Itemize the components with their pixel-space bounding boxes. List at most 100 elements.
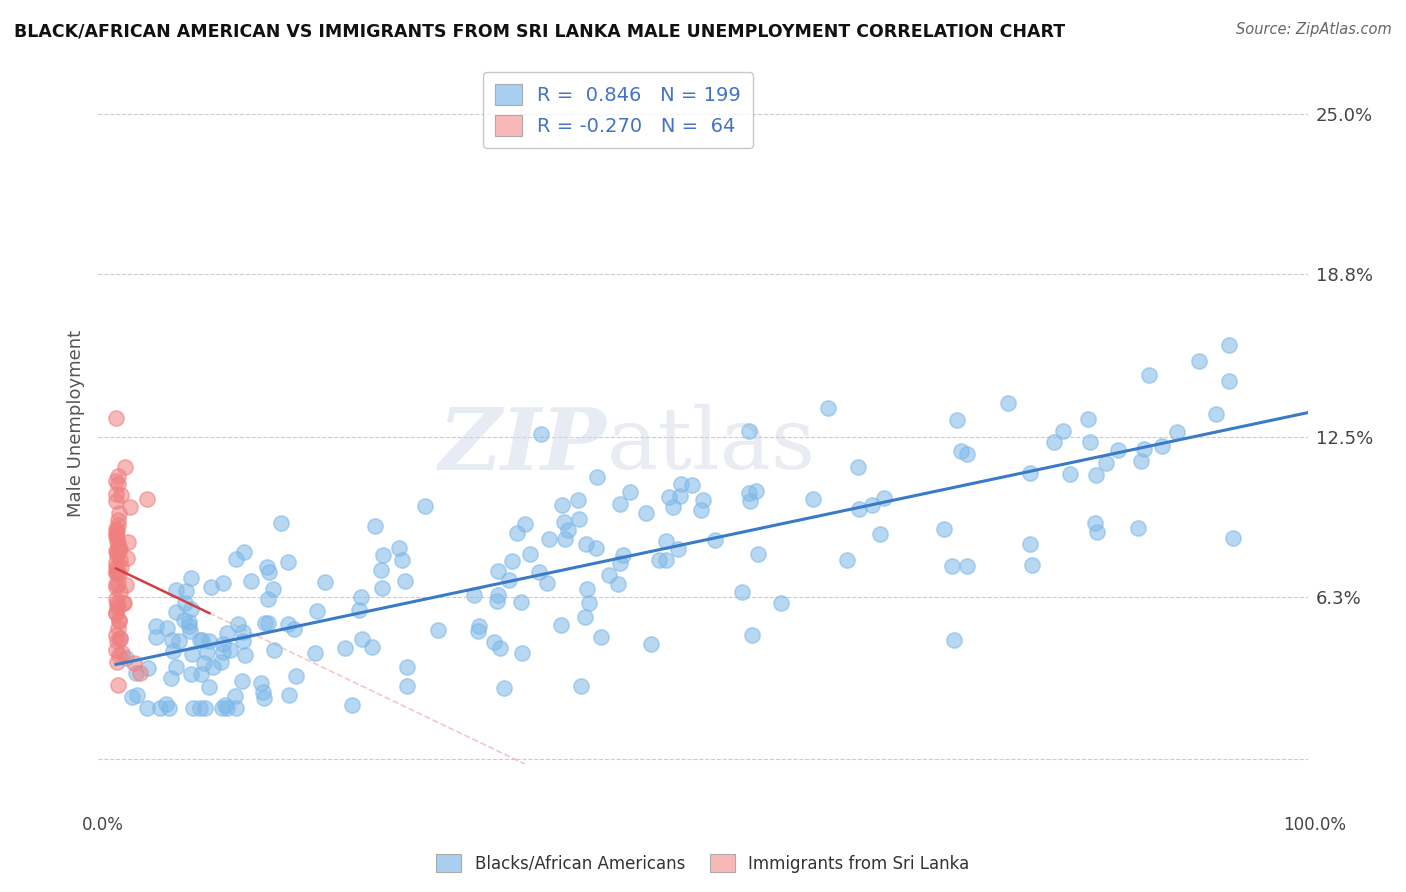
Point <box>277 555 299 569</box>
Point <box>569 679 592 693</box>
Point <box>225 551 247 566</box>
Point <box>104 580 127 594</box>
Point <box>107 577 129 591</box>
Point <box>124 656 146 670</box>
Point <box>159 671 181 685</box>
Point <box>591 630 613 644</box>
Point <box>117 534 139 549</box>
Legend: R =  0.846   N = 199, R = -0.270   N =  64: R = 0.846 N = 199, R = -0.270 N = 64 <box>484 72 752 147</box>
Point <box>107 678 129 692</box>
Point <box>194 700 217 714</box>
Text: 0.0%: 0.0% <box>82 816 124 834</box>
Point <box>110 559 132 574</box>
Point <box>169 633 191 648</box>
Point <box>136 491 159 506</box>
Point <box>567 512 589 526</box>
Point <box>177 615 200 629</box>
Point <box>211 700 233 714</box>
Point <box>232 634 254 648</box>
Point <box>619 484 641 499</box>
Point <box>180 570 202 584</box>
Point <box>485 594 508 608</box>
Point <box>105 474 128 488</box>
Point <box>149 700 172 714</box>
Point <box>105 596 128 610</box>
Point <box>136 661 159 675</box>
Point <box>283 622 305 636</box>
Point <box>848 501 870 516</box>
Point <box>305 604 328 618</box>
Point <box>198 680 221 694</box>
Point <box>498 573 520 587</box>
Point <box>180 602 202 616</box>
Point <box>263 643 285 657</box>
Point <box>690 503 713 517</box>
Point <box>104 560 127 574</box>
Point <box>486 589 509 603</box>
Point <box>111 646 134 660</box>
Point <box>217 700 239 714</box>
Point <box>156 621 179 635</box>
Point <box>946 412 969 426</box>
Point <box>105 529 128 543</box>
Point <box>997 396 1019 410</box>
Point <box>655 533 678 548</box>
Point <box>252 685 274 699</box>
Point <box>201 659 224 673</box>
Point <box>105 534 128 549</box>
Point <box>738 486 761 500</box>
Point <box>181 647 204 661</box>
Point <box>801 492 824 507</box>
Point <box>388 541 411 555</box>
Point <box>1166 425 1188 439</box>
Point <box>188 700 211 714</box>
Point <box>200 580 222 594</box>
Point <box>1077 412 1099 426</box>
Point <box>107 565 129 579</box>
Point <box>105 655 128 669</box>
Point <box>105 526 128 541</box>
Point <box>349 603 371 617</box>
Point <box>165 582 187 597</box>
Point <box>198 633 221 648</box>
Point <box>277 688 299 702</box>
Point <box>575 537 598 551</box>
Point <box>835 553 858 567</box>
Point <box>212 637 235 651</box>
Point <box>224 689 246 703</box>
Point <box>1218 374 1240 388</box>
Point <box>371 548 394 562</box>
Point <box>105 493 128 508</box>
Point <box>104 543 127 558</box>
Point <box>226 616 249 631</box>
Point <box>173 596 195 610</box>
Point <box>598 567 620 582</box>
Point <box>107 518 129 533</box>
Point <box>114 460 136 475</box>
Point <box>165 660 187 674</box>
Point <box>1188 354 1211 368</box>
Point <box>692 492 714 507</box>
Point <box>1085 524 1108 539</box>
Point <box>731 585 754 599</box>
Point <box>195 644 218 658</box>
Point <box>1021 558 1043 572</box>
Point <box>105 562 128 576</box>
Point <box>165 605 187 619</box>
Point <box>105 634 128 648</box>
Point <box>157 700 180 714</box>
Point <box>551 498 574 512</box>
Point <box>162 644 184 658</box>
Point <box>634 507 657 521</box>
Point <box>105 544 128 558</box>
Point <box>396 679 419 693</box>
Point <box>669 490 692 504</box>
Point <box>640 637 662 651</box>
Point <box>107 545 129 559</box>
Point <box>557 523 579 537</box>
Point <box>105 548 128 562</box>
Point <box>108 614 131 628</box>
Point <box>314 575 336 590</box>
Point <box>666 542 689 557</box>
Point <box>349 590 371 604</box>
